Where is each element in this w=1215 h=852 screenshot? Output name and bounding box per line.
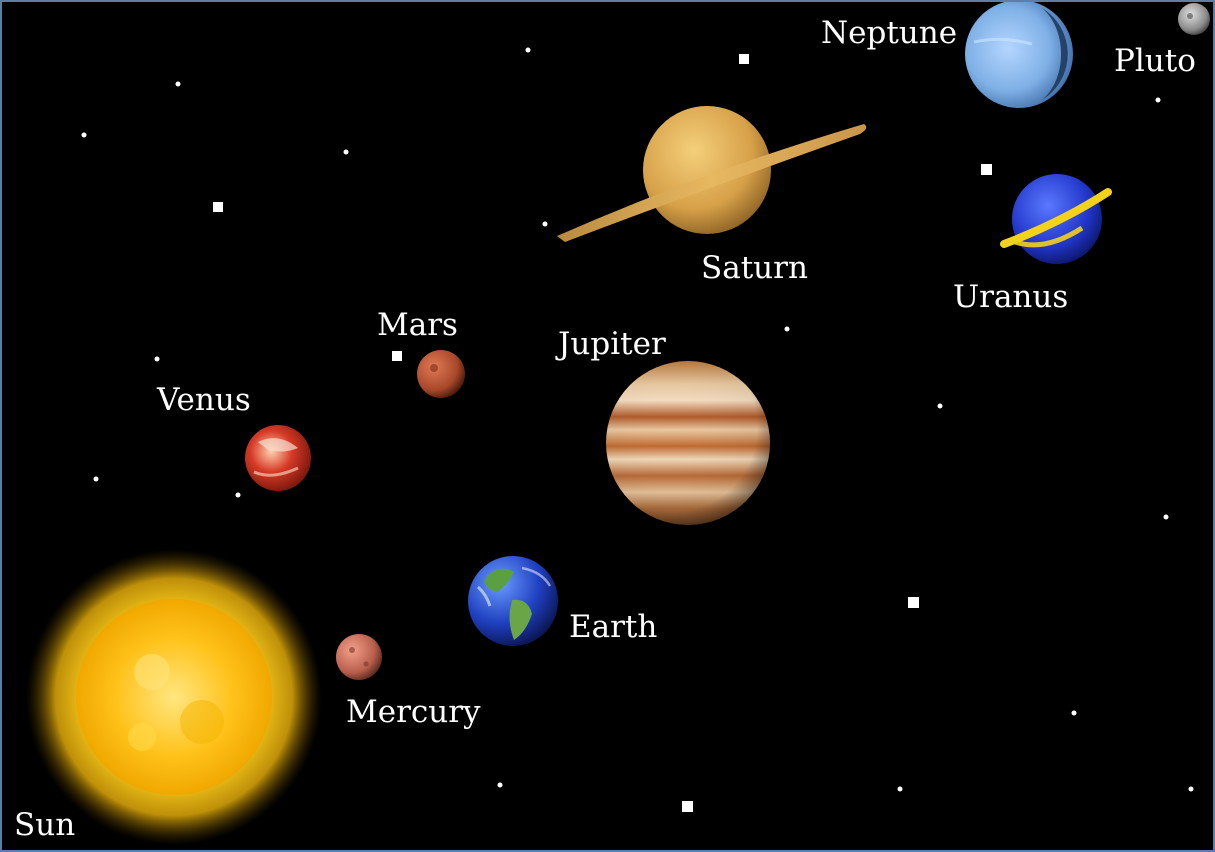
mercury [336,634,382,680]
label-jupiter: Jupiter [558,326,666,362]
label-saturn: Saturn [701,250,808,286]
neptune [965,2,1073,108]
label-neptune: Neptune [821,15,958,51]
venus [245,425,311,491]
label-earth: Earth [569,609,658,645]
label-uranus: Uranus [953,279,1069,315]
saturn [557,106,867,242]
pluto [1178,3,1210,35]
stars [81,47,1194,812]
uranus [1000,174,1112,264]
jupiter [606,361,770,525]
label-sun: Sun [14,807,76,843]
earth [468,556,558,646]
label-mercury: Mercury [346,694,481,730]
sun [26,549,322,845]
label-mars: Mars [377,307,458,343]
mars [417,350,465,398]
label-pluto: Pluto [1114,43,1196,79]
label-venus: Venus [157,382,251,418]
